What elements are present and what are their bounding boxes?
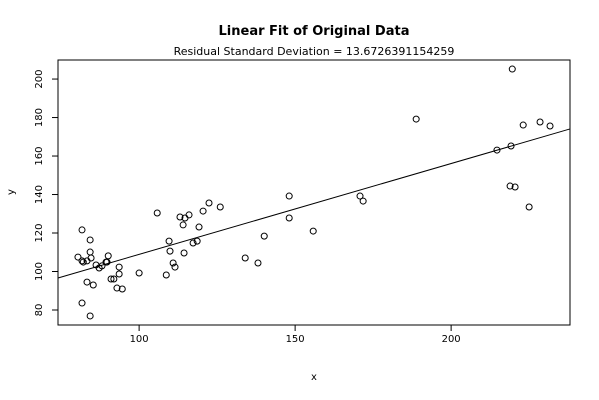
point bbox=[216, 203, 224, 211]
point bbox=[506, 182, 514, 190]
point bbox=[86, 236, 94, 244]
point bbox=[78, 226, 86, 234]
point bbox=[309, 227, 317, 235]
point bbox=[195, 223, 203, 231]
point bbox=[118, 285, 126, 293]
point bbox=[525, 203, 533, 211]
point bbox=[166, 247, 174, 255]
point bbox=[180, 249, 188, 257]
point bbox=[179, 221, 187, 229]
point bbox=[153, 209, 161, 217]
point bbox=[113, 284, 121, 292]
point bbox=[193, 237, 201, 245]
point bbox=[176, 213, 184, 221]
y-tick-label: 180 bbox=[34, 108, 45, 127]
point bbox=[171, 263, 179, 271]
point bbox=[103, 258, 111, 266]
point bbox=[115, 263, 123, 271]
point bbox=[86, 312, 94, 320]
chart-title: Linear Fit of Original Data bbox=[219, 24, 410, 39]
point bbox=[86, 248, 94, 256]
point bbox=[546, 122, 554, 130]
point bbox=[185, 211, 193, 219]
y-tick-label: 120 bbox=[34, 223, 45, 242]
point bbox=[165, 237, 173, 245]
y-axis-label: y bbox=[6, 189, 17, 195]
x-tick-label: 150 bbox=[286, 334, 305, 345]
point bbox=[89, 281, 97, 289]
point bbox=[241, 254, 249, 262]
point bbox=[511, 183, 519, 191]
point bbox=[189, 239, 197, 247]
point bbox=[110, 275, 118, 283]
point bbox=[104, 252, 112, 260]
point bbox=[205, 199, 213, 207]
point bbox=[412, 115, 420, 123]
point bbox=[199, 207, 207, 215]
chart-subtitle: Residual Standard Deviation = 13.6726391… bbox=[174, 45, 455, 58]
y-tick-label: 200 bbox=[34, 70, 45, 89]
point bbox=[78, 299, 86, 307]
point bbox=[519, 121, 527, 129]
point bbox=[74, 253, 82, 261]
point bbox=[493, 146, 501, 154]
x-axis-label: x bbox=[311, 372, 317, 383]
point bbox=[79, 258, 87, 266]
point bbox=[78, 257, 86, 265]
point bbox=[285, 192, 293, 200]
point bbox=[115, 270, 123, 278]
x-tick-label: 100 bbox=[130, 334, 149, 345]
point bbox=[254, 259, 262, 267]
point bbox=[285, 214, 293, 222]
y-tick-label: 80 bbox=[34, 304, 45, 317]
point bbox=[83, 278, 91, 286]
x-tick-label: 200 bbox=[442, 334, 461, 345]
point bbox=[359, 197, 367, 205]
point bbox=[507, 142, 515, 150]
fit-line bbox=[57, 128, 571, 279]
point bbox=[135, 269, 143, 277]
point bbox=[169, 259, 177, 267]
point bbox=[536, 118, 544, 126]
point bbox=[508, 65, 516, 73]
plot-frame bbox=[57, 59, 571, 326]
point bbox=[260, 232, 268, 240]
point bbox=[107, 275, 115, 283]
y-tick-label: 140 bbox=[34, 185, 45, 204]
point bbox=[87, 254, 95, 262]
y-tick-label: 160 bbox=[34, 146, 45, 165]
y-tick-label: 100 bbox=[34, 262, 45, 281]
point bbox=[356, 192, 364, 200]
point bbox=[162, 271, 170, 279]
